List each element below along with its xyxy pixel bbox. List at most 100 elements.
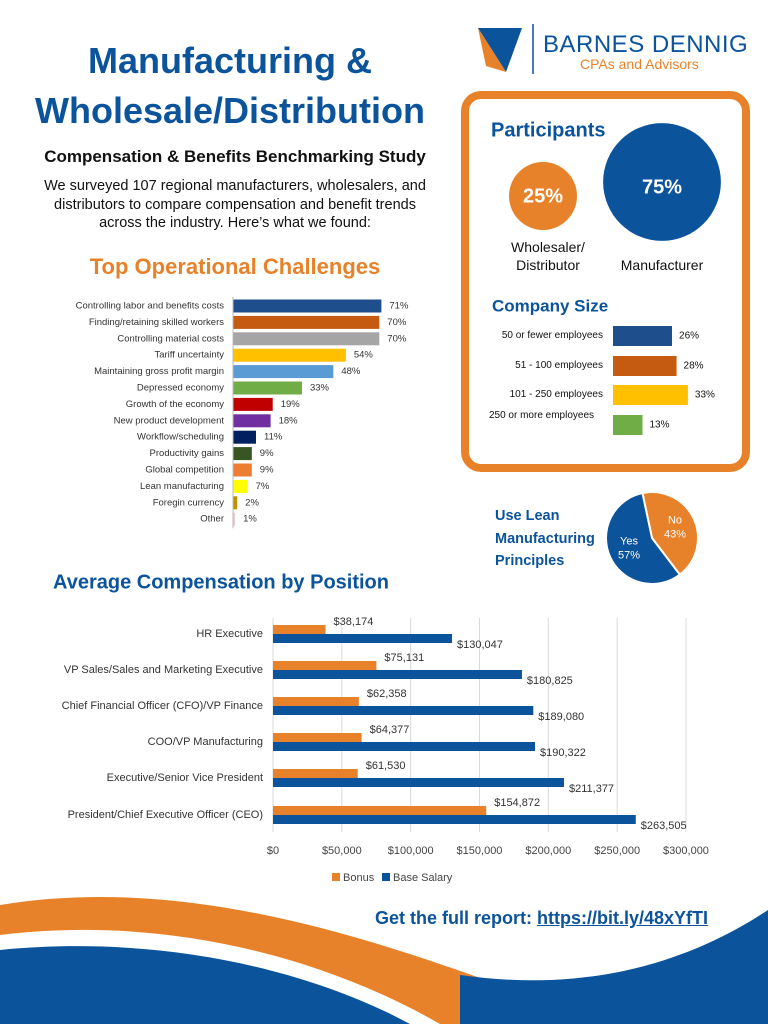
report-link[interactable]: https://bit.ly/48xYfTI bbox=[537, 908, 709, 928]
category-label: Controlling labor and benefits costs bbox=[76, 301, 225, 312]
category-label: 51 - 100 employees bbox=[515, 360, 603, 371]
intro: We surveyed 107 regional manufacturers, … bbox=[44, 178, 426, 231]
bar bbox=[233, 447, 252, 461]
category-label: 250 or more employees bbox=[488, 410, 595, 421]
x-tick-label: $150,000 bbox=[457, 845, 503, 857]
value-label: $154,872 bbox=[494, 797, 540, 809]
participants-box bbox=[461, 91, 750, 472]
chart-title: Top Operational Challenges bbox=[89, 254, 381, 279]
slice-label: Yes bbox=[620, 535, 638, 547]
bar bbox=[233, 512, 236, 526]
value-label: $130,047 bbox=[457, 639, 503, 651]
value-label: 28% bbox=[684, 361, 704, 372]
value-label: 48% bbox=[341, 366, 361, 377]
x-tick-label: $50,000 bbox=[322, 845, 362, 857]
category-label: Maintaining gross profit margin bbox=[94, 366, 224, 377]
value-label: $38,174 bbox=[334, 616, 374, 628]
circle bbox=[603, 123, 721, 241]
chart-title: Use Lean Manufacturing Principles bbox=[495, 508, 595, 569]
value-label: 9% bbox=[260, 448, 274, 459]
category-label: Other bbox=[200, 514, 224, 525]
bar bbox=[233, 496, 238, 510]
category-label: Controlling material costs bbox=[117, 333, 224, 344]
x-tick-label: $200,000 bbox=[525, 845, 571, 857]
category-label: Global competition bbox=[145, 465, 224, 476]
value-label: $75,131 bbox=[384, 652, 424, 664]
bar bbox=[233, 381, 302, 395]
pie-slice bbox=[605, 491, 682, 585]
footer-text: Get the full report: bbox=[375, 908, 532, 928]
category-label: President/Chief Executive Officer (CEO) bbox=[68, 809, 263, 821]
value-label: 13% bbox=[650, 420, 670, 431]
bar bbox=[273, 706, 534, 715]
category-label: Growth of the economy bbox=[126, 399, 224, 410]
value-label: $211,377 bbox=[569, 783, 614, 795]
chart-title: Participants bbox=[491, 119, 605, 141]
bar bbox=[273, 733, 362, 742]
value-label: 18% bbox=[279, 415, 299, 426]
category-label: Tariff uncertainty bbox=[154, 350, 224, 361]
bar bbox=[273, 778, 564, 787]
chart-title: Company Size bbox=[492, 296, 608, 315]
chart-title: Average Compensation by Position bbox=[53, 571, 389, 593]
bar bbox=[233, 430, 256, 444]
value-label: 71% bbox=[389, 301, 409, 312]
bar bbox=[273, 661, 377, 670]
bar bbox=[273, 670, 522, 679]
value-label: 26% bbox=[679, 331, 699, 342]
bar bbox=[613, 356, 677, 376]
value-label: $180,825 bbox=[527, 675, 573, 687]
bar bbox=[273, 769, 358, 778]
value-label: $61,530 bbox=[366, 760, 406, 772]
circle bbox=[509, 162, 577, 230]
bar bbox=[273, 697, 359, 706]
category-label: New product development bbox=[114, 415, 225, 426]
x-tick-label: $0 bbox=[267, 845, 279, 857]
bar bbox=[233, 414, 271, 428]
slice-label: No bbox=[668, 514, 682, 526]
legend-swatch bbox=[332, 873, 340, 881]
bar bbox=[233, 463, 252, 477]
category-label: Depressed economy bbox=[137, 383, 224, 394]
wave-blue-left bbox=[0, 946, 410, 1024]
bar bbox=[233, 299, 382, 313]
bar bbox=[233, 332, 380, 346]
logo-icon bbox=[478, 28, 522, 72]
value-label: $62,358 bbox=[367, 688, 407, 700]
logo-tagline: CPAs and Advisors bbox=[580, 56, 699, 72]
logo-name: BARNES DENNIG bbox=[543, 31, 749, 58]
page-title: Manufacturing & Wholesale/Distribution bbox=[34, 40, 426, 131]
category-label: Finding/retaining skilled workers bbox=[89, 317, 224, 328]
bar bbox=[273, 806, 487, 815]
x-tick-label: $250,000 bbox=[594, 845, 640, 857]
bar bbox=[613, 415, 643, 435]
pie-slice bbox=[641, 491, 699, 577]
value-label: 33% bbox=[310, 383, 330, 394]
value-label: 75% bbox=[642, 176, 682, 198]
category-label: Lean manufacturing bbox=[140, 481, 224, 492]
bar bbox=[233, 397, 273, 411]
value-label: 2% bbox=[245, 497, 259, 508]
bar bbox=[273, 815, 636, 824]
legend-label: Base Salary bbox=[393, 872, 453, 884]
bar bbox=[273, 634, 453, 643]
bar bbox=[613, 385, 688, 405]
wave-blue-right bbox=[460, 910, 768, 1024]
bar bbox=[233, 479, 248, 493]
bar bbox=[273, 625, 326, 634]
value-label: 7% bbox=[256, 481, 270, 492]
value-label: 33% bbox=[695, 390, 715, 401]
value-label: 70% bbox=[387, 317, 407, 328]
value-label: 11% bbox=[264, 432, 283, 443]
bar bbox=[233, 315, 380, 329]
category-label: Wholesaler/ Distributor bbox=[511, 239, 585, 273]
value-label: 1% bbox=[243, 514, 257, 525]
category-label: Foregin currency bbox=[153, 497, 225, 508]
category-label: HR Executive bbox=[196, 628, 263, 640]
value-label: $190,322 bbox=[540, 747, 586, 759]
category-label: 50 or fewer employees bbox=[501, 330, 603, 341]
bar bbox=[233, 348, 346, 362]
value-label: $189,080 bbox=[538, 711, 584, 723]
